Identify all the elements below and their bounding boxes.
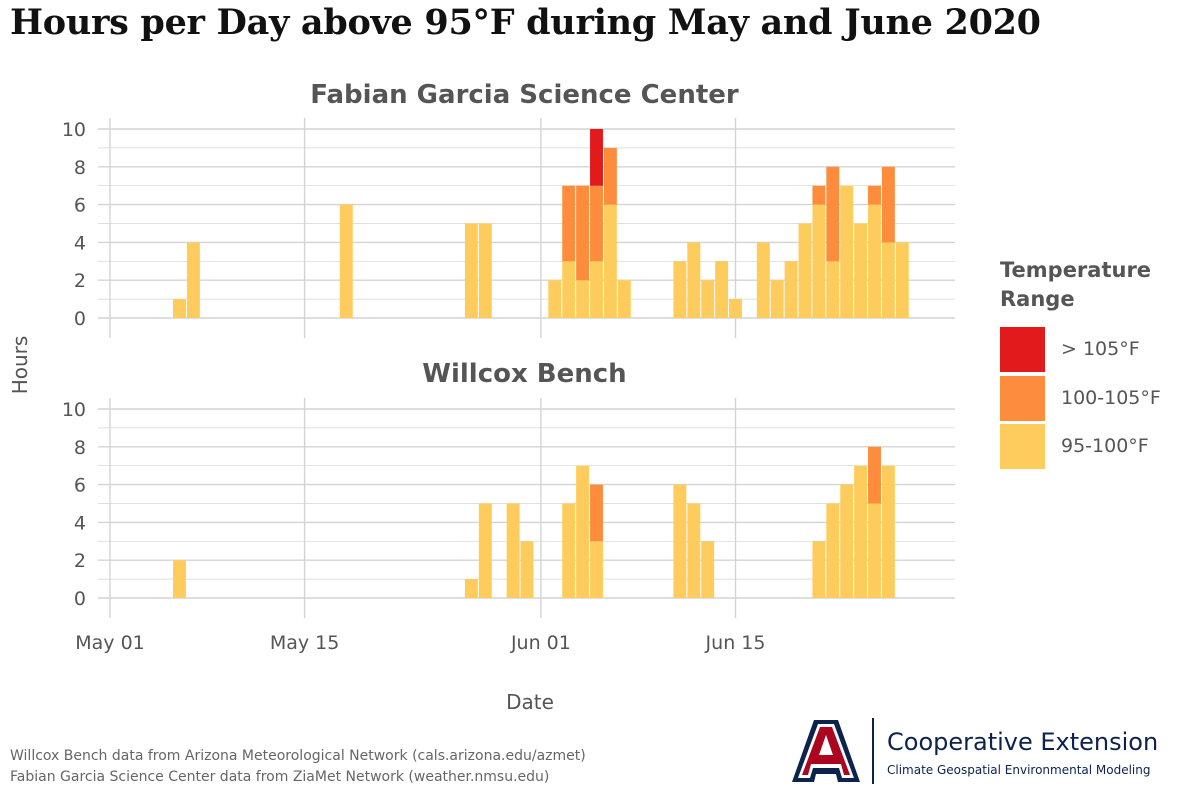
bar-segment <box>562 261 576 318</box>
y-tick-label: 4 <box>74 232 86 254</box>
bar-segment <box>812 204 826 318</box>
university-a-logo-icon: A <box>792 720 860 782</box>
y-tick-label: 0 <box>74 588 86 610</box>
legend-title: Temperature Range <box>1000 256 1190 314</box>
bar-segment <box>576 280 590 318</box>
bar-segment <box>603 204 617 318</box>
x-tick-label: Jun 15 <box>705 632 766 654</box>
bar-segment <box>895 242 909 318</box>
bar-segment <box>868 185 881 205</box>
bar-segment <box>784 261 798 318</box>
faceted-bar-chart: 0 2 4 6 8 10 Fabian Garcia Science Center 0 2 4 6 8… <box>8 80 955 714</box>
bar-segment <box>576 185 590 281</box>
y-tick-label: 8 <box>74 437 86 459</box>
legend-swatch-100-105 <box>1000 376 1045 421</box>
bar-segment <box>881 166 895 243</box>
bar-segment <box>854 465 868 598</box>
source-line-willcox: Willcox Bench data from Arizona Meteorol… <box>10 748 586 764</box>
bar-segment <box>173 560 186 598</box>
bar-segment <box>868 204 881 318</box>
y-tick-label: 8 <box>74 157 86 179</box>
bar-segment <box>478 223 492 318</box>
bar-segment <box>520 541 534 598</box>
logo-subtitle: Climate Geospatial Environmental Modelin… <box>887 763 1151 777</box>
bar-segment <box>590 261 603 318</box>
bar-segment <box>617 280 631 318</box>
logo-letter: A <box>826 756 827 759</box>
source-line-fabian: Fabian Garcia Science Center data from Z… <box>10 769 550 785</box>
facet-title: Willcox Bench <box>422 359 626 389</box>
bar-segment <box>478 503 492 598</box>
legend-label-100-105: 100-105°F <box>1061 387 1161 409</box>
legend-item-95-100: 95-100°F <box>1000 424 1190 469</box>
bar-segment <box>868 503 881 598</box>
bar-segment <box>576 465 590 598</box>
chart-main-title: Hours per Day above 95°F during May and … <box>10 2 1041 43</box>
bar-segment <box>868 446 881 504</box>
bar-segment <box>826 261 840 318</box>
logo-a-counter <box>819 735 833 755</box>
y-tick-label: 6 <box>74 195 86 217</box>
bar-segment <box>881 242 895 318</box>
y-tick-label: 10 <box>62 399 86 421</box>
bar-segment <box>464 223 478 318</box>
x-axis-title: Date <box>506 690 554 714</box>
legend-label-gt105: > 105°F <box>1061 338 1140 360</box>
bar-segment <box>590 484 603 542</box>
legend-swatch-gt105 <box>1000 327 1045 372</box>
bar-segment <box>687 503 701 598</box>
y-axis-title: Hours <box>8 336 32 395</box>
bar-segment <box>770 280 784 318</box>
y-tick-label: 2 <box>74 550 86 572</box>
bar-segment <box>173 299 186 318</box>
bar-segment <box>812 541 826 598</box>
x-tick-label: Jun 01 <box>510 632 571 654</box>
legend-title-line2: Range <box>1000 287 1075 311</box>
y-tick-label: 4 <box>74 512 86 534</box>
bar-segment <box>590 541 603 598</box>
y-tick-label: 0 <box>74 308 86 330</box>
bar-segment <box>840 484 854 598</box>
logo-title: Cooperative Extension <box>887 728 1159 756</box>
bar-segment <box>603 147 617 205</box>
legend-swatch-95-100 <box>1000 424 1045 469</box>
bar-segment <box>812 185 826 205</box>
legend-item-100-105: 100-105°F <box>1000 376 1190 421</box>
bar-segment <box>562 503 576 598</box>
bar-segment <box>562 185 576 262</box>
bar-segment <box>840 185 854 318</box>
bar-segment <box>729 299 742 318</box>
bar-segment <box>673 484 687 598</box>
bar-segment <box>464 579 478 598</box>
bar-segment <box>548 280 562 318</box>
x-tick-label: May 15 <box>270 632 340 654</box>
facet-title: Fabian Garcia Science Center <box>310 80 739 110</box>
bar-segment <box>590 129 603 186</box>
y-tick-label: 2 <box>74 270 86 292</box>
legend-label-95-100: 95-100°F <box>1061 435 1149 457</box>
bar-segment <box>186 242 200 318</box>
x-tick-label: May 01 <box>75 632 145 654</box>
legend-item-gt105: > 105°F <box>1000 327 1190 372</box>
bar-segment <box>715 261 729 318</box>
bar-segment <box>687 242 701 318</box>
bar-segment <box>854 223 868 318</box>
bar-segment <box>701 541 715 598</box>
bar-segment <box>826 166 840 262</box>
logo-divider <box>872 718 874 784</box>
bar-segment <box>673 261 687 318</box>
y-tick-label: 6 <box>74 475 86 497</box>
bar-segment <box>701 280 715 318</box>
y-tick-label: 10 <box>62 119 86 141</box>
bar-segment <box>756 242 770 318</box>
bar-segment <box>798 223 812 318</box>
bar-segment <box>506 503 520 598</box>
bar-segment <box>339 204 353 318</box>
bar-segment <box>590 185 603 262</box>
legend-title-line1: Temperature <box>1000 258 1152 282</box>
bar-segment <box>826 503 840 598</box>
bar-segment <box>881 465 895 598</box>
